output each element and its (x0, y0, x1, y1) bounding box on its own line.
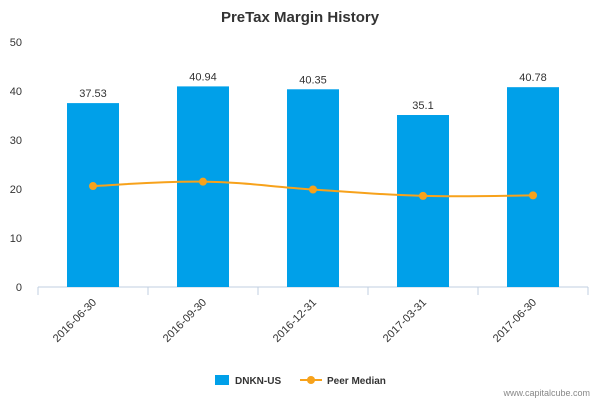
x-tick-label: 2017-06-30 (491, 297, 539, 345)
peer-median-point[interactable] (199, 177, 207, 186)
bar-data-label: 40.78 (519, 72, 547, 84)
y-tick-label: 30 (10, 135, 22, 147)
bar-data-label: 35.1 (412, 100, 433, 112)
x-tick-label: 2016-09-30 (161, 297, 209, 345)
legend-marker-peer (307, 376, 315, 384)
x-tick-label: 2017-03-31 (381, 297, 429, 345)
y-tick-label: 20 (10, 184, 22, 196)
bar-data-labels: 37.53 40.94 40.35 35.1 40.78 (79, 71, 547, 112)
x-tick-label: 2016-12-31 (271, 297, 319, 345)
peer-median-point[interactable] (309, 185, 317, 194)
peer-median-point[interactable] (89, 182, 97, 191)
legend[interactable]: DNKN-US Peer Median (215, 375, 386, 387)
bar-data-label: 40.35 (299, 74, 327, 86)
legend-label-dnkn[interactable]: DNKN-US (235, 376, 281, 387)
bar[interactable] (397, 115, 449, 287)
chart-title: PreTax Margin History (221, 9, 380, 26)
x-axis: 2016-06-30 2016-09-30 2016-12-31 2017-03-31… (37, 286, 589, 345)
watermark-text: www.capitalcube.com (502, 388, 590, 398)
peer-median-series (89, 177, 537, 200)
y-axis: 0 10 20 30 40 50 (10, 37, 22, 294)
peer-median-point[interactable] (529, 191, 537, 200)
bar[interactable] (177, 86, 229, 287)
x-tick-label: 2016-06-30 (51, 297, 99, 345)
y-tick-label: 50 (10, 37, 22, 49)
bar-data-label: 37.53 (79, 88, 107, 100)
legend-swatch-dnkn (215, 375, 229, 385)
legend-label-peer[interactable]: Peer Median (327, 376, 386, 387)
bar[interactable] (67, 103, 119, 287)
peer-median-point[interactable] (419, 191, 427, 200)
bar-data-label: 40.94 (189, 71, 217, 83)
y-tick-label: 40 (10, 86, 22, 98)
y-tick-label: 10 (10, 233, 22, 245)
bar[interactable] (507, 87, 559, 287)
y-tick-label: 0 (16, 282, 22, 294)
